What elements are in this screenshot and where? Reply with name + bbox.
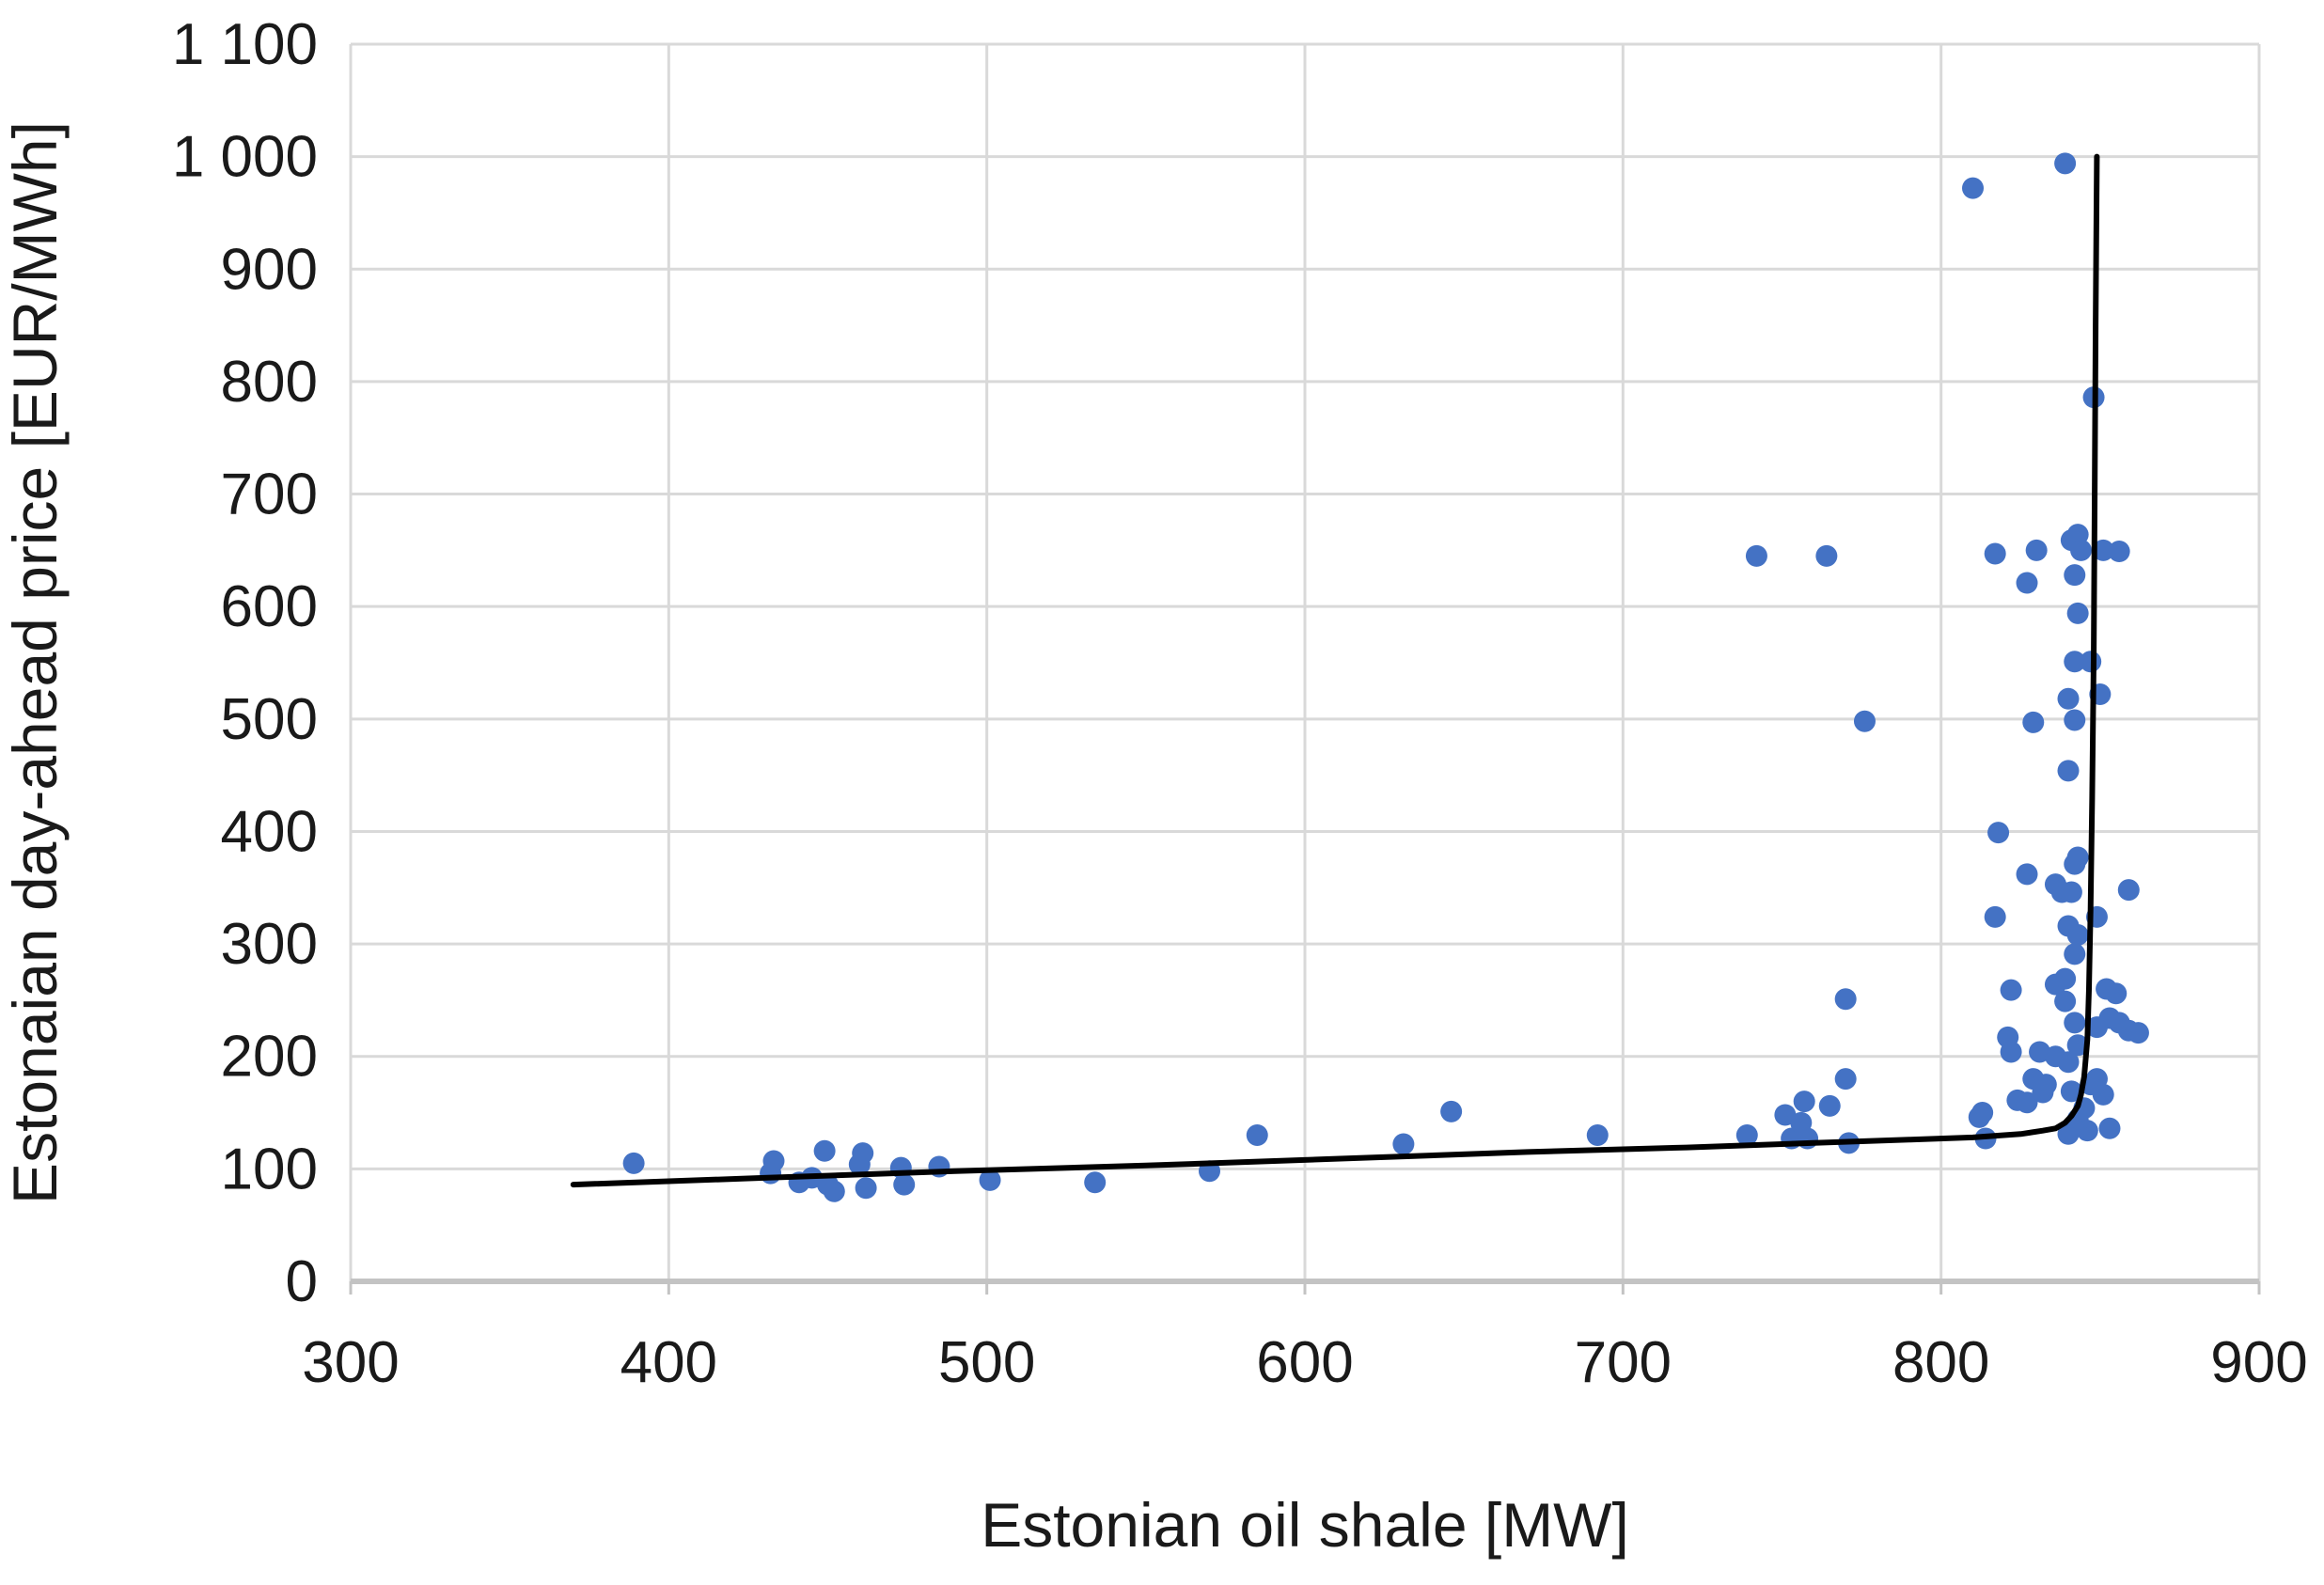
trend-line xyxy=(570,153,2100,1188)
x-tick-label: 600 xyxy=(1256,1330,1353,1395)
data-point xyxy=(823,1180,845,1202)
data-point xyxy=(2066,602,2089,624)
trend-line-layer xyxy=(570,153,2100,1188)
y-tick-label: 1 000 xyxy=(172,125,318,190)
data-point xyxy=(2064,709,2086,731)
y-tick-label: 400 xyxy=(221,799,318,864)
data-point xyxy=(2000,979,2022,1001)
x-axis-title: Estonian oil shale [MW] xyxy=(981,1490,1629,1560)
data-point xyxy=(2064,564,2086,587)
x-tick-label: 900 xyxy=(2210,1330,2307,1395)
data-point xyxy=(2054,967,2077,990)
data-point xyxy=(852,1142,874,1165)
x-tick-label: 300 xyxy=(302,1330,399,1395)
data-point xyxy=(2057,1051,2080,1074)
data-point xyxy=(2060,1080,2082,1103)
data-point xyxy=(979,1169,1001,1191)
data-point xyxy=(2034,1074,2057,1096)
data-point xyxy=(2000,1041,2022,1063)
data-point xyxy=(2076,1120,2098,1142)
data-point xyxy=(1745,544,1767,567)
data-point xyxy=(893,1173,916,1196)
data-point xyxy=(1984,905,2006,928)
x-tick-label: 700 xyxy=(1575,1330,1672,1395)
grid-layer xyxy=(349,42,2261,1281)
data-point xyxy=(2025,539,2048,561)
data-point xyxy=(2098,1117,2121,1139)
data-point xyxy=(813,1139,836,1162)
data-point xyxy=(1440,1100,1463,1122)
data-point xyxy=(1834,988,1857,1011)
y-tick-label: 100 xyxy=(221,1137,318,1201)
data-point xyxy=(2070,539,2093,561)
data-point xyxy=(2105,982,2128,1005)
data-point xyxy=(1984,542,2006,565)
data-point xyxy=(762,1150,785,1172)
data-point xyxy=(622,1152,645,1174)
data-point xyxy=(1971,1102,1994,1124)
y-axis-title: Estonaian day-ahead price [EUR/MWh] xyxy=(0,121,70,1204)
axis-layer xyxy=(349,1279,2261,1295)
data-point xyxy=(855,1177,877,1200)
data-point xyxy=(2064,1012,2086,1034)
data-point xyxy=(2016,863,2038,886)
data-point xyxy=(2127,1022,2149,1044)
data-point xyxy=(2066,924,2089,947)
data-point xyxy=(2054,990,2077,1012)
y-tick-label: 900 xyxy=(221,237,318,302)
data-point xyxy=(1793,1091,1815,1113)
data-point xyxy=(2016,1091,2038,1114)
y-tick-label: 800 xyxy=(221,350,318,415)
y-tick-label: 0 xyxy=(286,1249,318,1314)
data-point xyxy=(2054,152,2077,175)
data-point xyxy=(2092,539,2114,561)
data-point xyxy=(2108,541,2130,563)
x-tick-label: 800 xyxy=(1892,1330,1989,1395)
data-point xyxy=(2117,879,2140,902)
y-tick-label: 200 xyxy=(221,1025,318,1090)
data-point xyxy=(1818,1094,1841,1117)
y-tick-label: 700 xyxy=(221,463,318,527)
data-point xyxy=(1735,1123,1758,1146)
data-point xyxy=(2016,572,2038,594)
data-point xyxy=(2092,1083,2114,1106)
x-tick-label: 500 xyxy=(938,1330,1035,1395)
x-tick-label: 400 xyxy=(620,1330,717,1395)
data-point xyxy=(1987,822,2010,844)
y-tick-label: 1 100 xyxy=(172,12,318,77)
data-point xyxy=(2080,651,2102,673)
y-tick-label: 500 xyxy=(221,687,318,752)
data-point xyxy=(2066,846,2089,869)
data-point xyxy=(1392,1133,1415,1155)
data-point xyxy=(2064,943,2086,965)
data-point xyxy=(2022,711,2045,733)
data-point xyxy=(1084,1171,1107,1194)
y-tick-label: 600 xyxy=(221,574,318,639)
data-point xyxy=(1586,1123,1609,1146)
tick-label-layer: 0 100 200 300 400 500 600 700 800 900 1 000 1 100 30… xyxy=(172,12,2308,1395)
data-point xyxy=(2057,760,2080,782)
data-point xyxy=(2066,1034,2089,1057)
scatter-points-layer xyxy=(622,152,2149,1202)
data-point xyxy=(1962,177,1984,199)
data-point xyxy=(2057,687,2080,710)
data-point xyxy=(1853,710,1876,732)
data-point xyxy=(1246,1123,1268,1146)
data-point xyxy=(2064,651,2086,673)
y-tick-label: 300 xyxy=(221,912,318,977)
data-point xyxy=(1815,544,1838,567)
data-point xyxy=(1834,1068,1857,1091)
data-point xyxy=(2060,881,2082,903)
